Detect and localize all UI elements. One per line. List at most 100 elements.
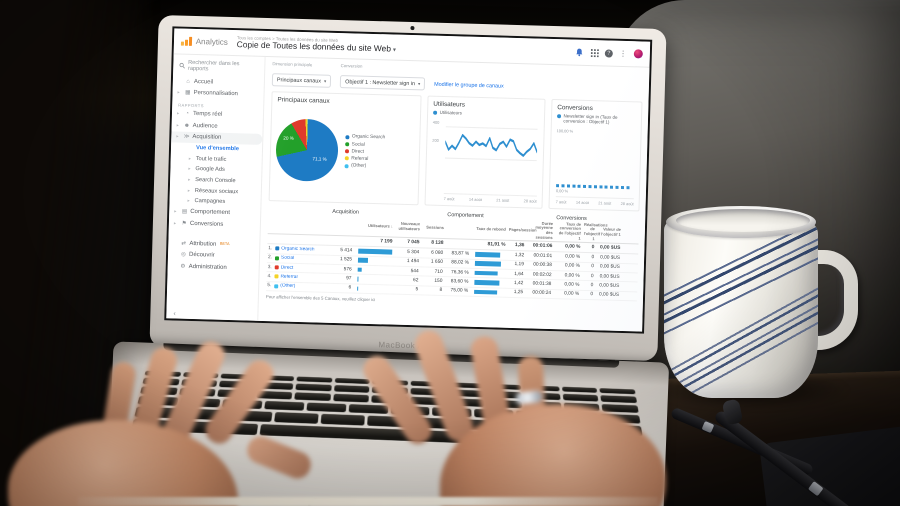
legend-item-other[interactable]: (Other) xyxy=(344,163,385,169)
x-tick: 14 août xyxy=(575,199,589,205)
bounce-value: 88,02 % xyxy=(451,260,469,266)
col-goal-completions[interactable]: Réalisations de l'objectif 1 xyxy=(583,221,608,241)
right-hand xyxy=(356,326,686,506)
webcam-dot xyxy=(410,26,415,31)
chevron-down-icon: ▾ xyxy=(392,47,396,54)
legend-item-social[interactable]: Social xyxy=(345,142,385,148)
expand-caret-icon: ▸ xyxy=(188,166,191,172)
users-value: 1 525 xyxy=(339,257,353,263)
y-tick: 400 xyxy=(432,120,440,126)
conversion-dropdown[interactable]: Objectif 1 : Newsletter sign in ▾ xyxy=(340,75,426,91)
x-tick: 28 août xyxy=(620,200,634,207)
main-content: Dimension principale Principaux canaux ▾ … xyxy=(258,57,649,332)
more-vert-icon[interactable]: ⋮ xyxy=(619,48,627,59)
channel-cell[interactable]: 5. (Other) xyxy=(266,283,330,290)
customization-icon: ▦ xyxy=(185,89,191,96)
col-sessions[interactable]: Sessions xyxy=(426,224,444,230)
duration-value: 00:01:38 xyxy=(532,281,552,288)
users-value: 97 xyxy=(346,276,352,282)
channels-pie-chart[interactable]: 71,1 % 20 % xyxy=(275,118,339,183)
sidebar-collapse-button[interactable]: ‹ xyxy=(173,310,176,318)
bounce-value: 83,87 % xyxy=(451,251,470,257)
legend-item-referral[interactable]: Referral xyxy=(344,156,385,162)
new-users-value: 5 xyxy=(415,287,419,293)
channel-link[interactable]: Social xyxy=(280,255,295,262)
col-users[interactable]: Utilisateurs ↓ xyxy=(367,222,394,229)
realtime-icon: ◔ xyxy=(185,111,189,118)
bounce-bar xyxy=(474,289,497,295)
conv-rate-value: 0,00 % xyxy=(565,254,581,260)
header-actions: ? ⋮ xyxy=(575,47,643,59)
edit-channel-grouping-link[interactable]: Modifier le groupe de canaux xyxy=(434,81,504,90)
col-avg-duration[interactable]: Durée moyenne des sessions xyxy=(535,220,554,240)
sessions-value: 8 xyxy=(439,288,443,294)
bounce-bar-cell xyxy=(472,261,508,267)
channel-link[interactable]: Direct xyxy=(280,265,294,271)
channel-cell[interactable]: 1. Organic Search xyxy=(267,246,331,253)
admin-gear-icon: ⚙ xyxy=(180,263,186,270)
sidebar-item-administration[interactable]: ⚙ Administration xyxy=(168,260,259,274)
legend-item-direct[interactable]: Direct xyxy=(344,149,385,155)
expand-caret-icon: ▸ xyxy=(187,187,191,193)
x-tick: 21 août xyxy=(496,197,510,203)
sidebar-item-label: Tout le trafic xyxy=(195,155,227,163)
col-goal-value[interactable]: Valeur de l'objectif 1 xyxy=(601,226,621,237)
channel-cell[interactable]: 2. Social xyxy=(267,255,331,262)
users-bar-cell xyxy=(355,248,395,255)
goal-value: 0,00 $US xyxy=(599,273,620,280)
conversions-chart-area[interactable]: 100,00 % 0,00 % 7 août 14 août 21 août 28 a… xyxy=(555,125,636,207)
users-bar-cell xyxy=(354,286,394,292)
sidebar-item-conversions[interactable]: ▸ ⚑ Conversions xyxy=(169,217,260,231)
beta-badge: BETA xyxy=(219,241,230,246)
conversions-icon: ⚑ xyxy=(181,220,187,227)
sidebar-item-label: Google Ads xyxy=(195,166,225,174)
pages-value: 1,64 xyxy=(514,271,524,277)
y-tick: 200 xyxy=(432,138,439,144)
x-tick: 7 août xyxy=(443,195,455,202)
bounce-value: 75,00 % xyxy=(450,288,469,295)
col-pages-session[interactable]: Pages/session xyxy=(508,226,537,233)
users-value: 576 xyxy=(343,266,352,273)
avatar[interactable] xyxy=(633,48,643,59)
duration-value: 00:02:02 xyxy=(532,272,552,278)
goal-completions-value: 0 xyxy=(590,283,594,289)
bounce-bar xyxy=(475,251,501,258)
col-bounce-rate[interactable]: Taux de rebond xyxy=(476,225,506,232)
legend-item-organic-search[interactable]: Organic Search xyxy=(345,135,385,141)
top-channels-card: Principaux canaux 71,1 % 20 % Organic Sea… xyxy=(268,90,422,206)
expand-caret-icon: ▸ xyxy=(188,155,192,161)
legend-dot-icon xyxy=(345,142,350,147)
help-icon[interactable]: ? xyxy=(604,48,613,58)
expand-caret-icon: ▸ xyxy=(188,176,191,182)
channel-cell[interactable]: 3. Direct xyxy=(267,265,331,272)
report-search-input[interactable]: Rechercher dans les rapports xyxy=(173,56,264,78)
new-users-value: 544 xyxy=(410,268,419,274)
legend-dot-icon xyxy=(557,113,562,119)
analytics-logo-icon[interactable] xyxy=(180,36,192,46)
title-block: Tous les comptes > Toutes les données du… xyxy=(237,35,575,59)
pie-legend: Organic Search Social Direct Referral (Other… xyxy=(344,135,385,170)
channel-color-icon xyxy=(273,284,278,289)
legend-dot-icon xyxy=(433,110,438,115)
sidebar-item-label: Réseaux sociaux xyxy=(194,187,239,195)
legend-label: Social xyxy=(351,142,365,148)
x-axis-ticks: 7 août 14 août 21 août 28 août xyxy=(443,193,537,204)
legend-label: Direct xyxy=(351,149,365,155)
channel-cell[interactable]: 4. Referral xyxy=(266,274,330,281)
charts-row: Principaux canaux 71,1 % 20 % Organic Sea… xyxy=(268,90,643,212)
apps-grid-icon[interactable] xyxy=(590,48,599,57)
channel-link[interactable]: Referral xyxy=(280,274,298,280)
bounce-bar xyxy=(474,261,502,267)
primary-dimension-dropdown[interactable]: Principaux canaux ▾ xyxy=(271,73,332,88)
notifications-bell-icon[interactable] xyxy=(575,48,584,57)
col-new-users[interactable]: Nouveaux utilisateurs xyxy=(398,221,421,232)
analytics-brand: Analytics xyxy=(195,37,228,47)
bounce-value: 83,60 % xyxy=(450,279,469,285)
users-chart-area[interactable]: 400 200 7 août 14 août 21 août 28 août xyxy=(431,116,539,204)
goal-completions-value: 0 xyxy=(591,254,595,261)
col-goal-conv-rate[interactable]: Taux de conversion de l'objectif 1 xyxy=(558,221,582,241)
channel-link[interactable]: Organic Search xyxy=(281,246,315,253)
total-pages: 1,36 xyxy=(514,243,525,249)
expand-caret-icon: ▸ xyxy=(176,122,179,128)
channel-link[interactable]: (Other) xyxy=(280,283,296,290)
